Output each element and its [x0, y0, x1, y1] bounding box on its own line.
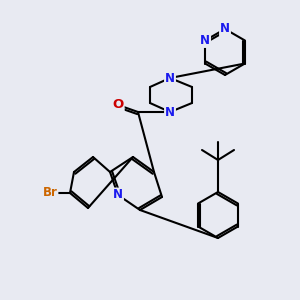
Text: O: O — [112, 98, 124, 112]
Text: N: N — [165, 71, 175, 85]
Text: N: N — [200, 34, 210, 47]
Text: N: N — [165, 106, 175, 118]
Text: N: N — [113, 188, 123, 202]
Text: Br: Br — [43, 187, 57, 200]
Text: N: N — [220, 22, 230, 35]
